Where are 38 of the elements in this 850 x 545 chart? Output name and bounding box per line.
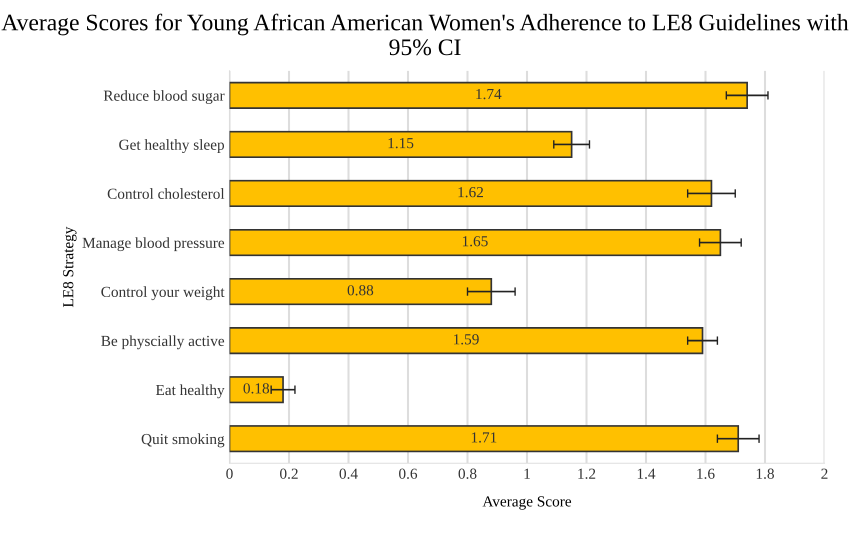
y-tick-label: Reduce blood sugar — [104, 90, 224, 104]
data-label: 1.65 — [462, 236, 488, 246]
x-axis-title: Average Score — [482, 496, 572, 510]
data-label: 1.62 — [458, 187, 483, 198]
chart-title: Average Scores for Young African American Women's Adherence to LE8 Guidelines with 95% CI — [2, 14, 848, 56]
data-label: 0.88 — [348, 285, 374, 296]
bar — [230, 278, 492, 306]
bar — [230, 82, 748, 109]
y-tick-label: Eat healthy — [156, 384, 225, 398]
data-label: 1.15 — [388, 138, 414, 148]
x-tick-label: 0 — [226, 468, 233, 479]
data-label: 1.59 — [454, 334, 479, 345]
y-tick-label: Get healthy sleep — [119, 139, 224, 154]
data-label: 1.71 — [472, 432, 496, 443]
x-tick-label: 0.8 — [458, 468, 476, 479]
bar — [230, 327, 704, 354]
x-tick-label: 1.6 — [697, 468, 715, 479]
data-label: 1.74 — [476, 88, 502, 100]
bar — [230, 425, 740, 452]
y-tick-label: Control your weight — [101, 286, 225, 300]
y-tick-label: Quit smoking — [142, 433, 224, 448]
y-tick-label: Manage blood pressure — [82, 237, 224, 252]
bar — [230, 180, 712, 208]
y-tick-label: Control cholesterol — [108, 188, 224, 199]
x-tick-label: 0.2 — [280, 468, 298, 479]
bar — [230, 376, 284, 404]
y-tick-label: Be physcially active — [101, 335, 224, 350]
x-tick-label: 2 — [821, 468, 828, 479]
x-tick-label: 1.4 — [638, 468, 656, 479]
bar — [230, 228, 722, 256]
x-tick-label: 0.6 — [399, 468, 418, 479]
bar — [230, 130, 572, 158]
x-tick-label: 1.2 — [578, 468, 596, 479]
x-tick-label: 1.8 — [756, 468, 774, 479]
x-tick-label: 0.4 — [340, 468, 358, 479]
data-label: 0.18 — [243, 383, 270, 394]
y-axis-title: LE8 Strategy — [63, 226, 77, 308]
x-tick-label: 1 — [524, 468, 530, 479]
